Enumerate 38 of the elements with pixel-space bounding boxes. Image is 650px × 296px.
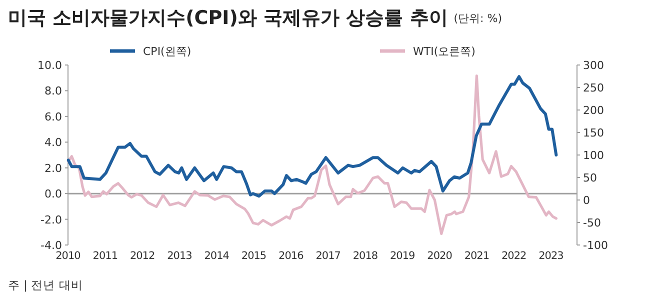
y-tick-label: 10.0 [38, 59, 62, 72]
y-tick-label: -2.0 [40, 213, 62, 226]
y-tick-label: 4.0 [44, 136, 62, 150]
y2-tick-label: 250 [583, 82, 604, 94]
y2-tick-label: 0 [583, 194, 590, 207]
y2-tick-label: 200 [583, 104, 604, 117]
y-tick-label: 8.0 [44, 84, 62, 98]
x-tick-label: 2017 [316, 250, 340, 262]
x-tick-label: 2015 [241, 250, 266, 262]
y-tick-label: 2.0 [44, 162, 62, 175]
line-series [67, 74, 558, 236]
x-tick-label: 2011 [92, 250, 118, 262]
y2-tick-label: -50 [583, 216, 601, 230]
x-tick-label: 2013 [167, 250, 192, 262]
x-tick-label: 2012 [130, 250, 155, 262]
y2-tick-label: -100 [583, 239, 608, 252]
text: 주 | 전년 대비 [8, 278, 83, 292]
x-tick-label: 2019 [390, 250, 415, 262]
x-tick-label: 2018 [352, 250, 378, 262]
x-tick-label: 2010 [56, 250, 80, 262]
chart-subtitle: (단위: %) [454, 12, 502, 25]
x-tick-label: 2021 [464, 250, 490, 262]
y-tick-label: -4.0 [40, 239, 62, 252]
legend-label: CPI(왼쪽) [143, 45, 192, 58]
y-tick-label: 6.0 [44, 110, 62, 124]
chart-title: 미국 소비자물가지수(CPI)와 국제유가 상승률 추이 [8, 7, 448, 29]
x-tick-label: 2023 [538, 250, 564, 262]
y-tick-label: 0.0 [44, 188, 62, 201]
x-tick-label: 2016 [278, 250, 304, 262]
line-series [66, 75, 558, 198]
y2-tick-label: 150 [583, 126, 604, 140]
x-tick-label: 2014 [204, 250, 230, 262]
legend-label: WTI(오른쪽) [413, 45, 476, 58]
x-tick-label: 2022 [501, 250, 526, 262]
y2-tick-label: 100 [583, 149, 604, 162]
y2-tick-label: 300 [583, 59, 604, 72]
y2-tick-label: 50 [583, 172, 597, 184]
x-tick-label: 2020 [427, 250, 452, 262]
